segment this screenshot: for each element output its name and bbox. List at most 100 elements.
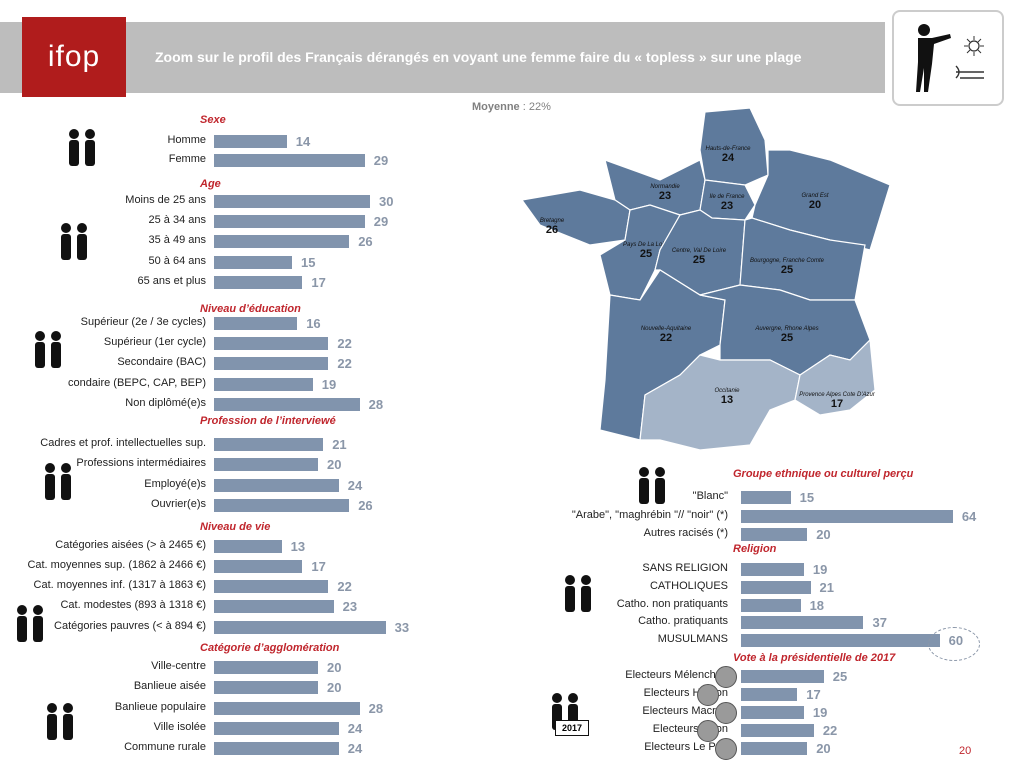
bar: [214, 398, 360, 411]
map-region: [654, 209, 746, 296]
graduates-icon: [26, 330, 70, 370]
page-title: Zoom sur le profil des Français dérangés…: [155, 49, 802, 65]
average-title: Moyenne: [472, 101, 520, 113]
money-bag-icon: [8, 604, 52, 644]
bar-value: 15: [799, 490, 815, 505]
map-region-value: 25: [640, 248, 652, 260]
bar-label: Employé(e)s: [144, 478, 206, 490]
section-title: Religion: [733, 543, 777, 555]
map-region-name: Bourgogne, Franche Comte: [750, 258, 825, 264]
topless-beach-icon: [892, 10, 1004, 106]
bar-value: 20: [816, 741, 831, 756]
bar-value: 23: [342, 599, 358, 614]
bar-label: Commune rurale: [124, 741, 206, 753]
bar-value: 29: [373, 153, 389, 168]
bar: [214, 479, 339, 492]
bar-value: 30: [379, 194, 394, 209]
map-region: [794, 338, 876, 416]
bar: [214, 256, 292, 269]
bar: [214, 722, 339, 735]
bar: [214, 580, 329, 593]
bar-value: 22: [337, 356, 352, 371]
map-region-value: 20: [809, 199, 821, 211]
bar-label: Catho. non pratiquants: [616, 598, 728, 610]
map-region: [751, 149, 891, 251]
bar: [214, 154, 365, 167]
bar: [214, 499, 350, 512]
bar-label: Catégories pauvres (< à 894 €): [54, 620, 206, 632]
bar-value: 19: [321, 377, 337, 392]
bar-label: Banlieue populaire: [114, 701, 206, 713]
bar-label: Cadres et prof. intellectuelles sup.: [40, 437, 206, 449]
map-region-name: Nouvelle-Aquitaine: [641, 326, 692, 332]
bar-value: 20: [327, 457, 342, 472]
bar: [214, 276, 303, 289]
bar-label: "Blanc": [692, 490, 728, 502]
bar: [741, 491, 791, 504]
bar-value: 17: [311, 275, 326, 290]
bar-value: 37: [872, 615, 887, 630]
bar-value: 64: [961, 509, 977, 524]
bar: [214, 438, 324, 451]
highlight-ring: [928, 627, 980, 661]
bar: [214, 215, 365, 228]
bar-value: 20: [816, 527, 831, 542]
map-region: [699, 179, 756, 221]
page-number: 20: [959, 745, 972, 757]
section-title: Age: [200, 178, 221, 190]
bar: [741, 581, 811, 594]
bar: [741, 670, 824, 683]
bar-label: "Arabe", "maghrébin "// "noir" (*): [571, 509, 728, 521]
bar-label: Catho. pratiquants: [638, 615, 728, 627]
map-region: [699, 107, 769, 186]
bar-label: Supérieur (2e / 3e cycles): [80, 316, 206, 328]
bar-value: 19: [812, 562, 828, 577]
bar-value: 24: [347, 741, 363, 756]
man-woman-icon: [60, 128, 104, 168]
bar-label: Ville-centre: [151, 660, 206, 672]
bar-value: 29: [373, 214, 389, 229]
bar: [214, 661, 318, 674]
map-region: [599, 269, 726, 441]
worker-icon: [36, 462, 80, 502]
bar: [214, 681, 318, 694]
candidate-photo: [715, 738, 737, 760]
bar: [741, 599, 801, 612]
bar-value: 22: [822, 723, 838, 738]
map-region-value: 26: [546, 224, 558, 236]
average-value: : 22%: [522, 101, 551, 113]
bar: [214, 702, 360, 715]
bar-label: Supérieur (1er cycle): [103, 336, 206, 348]
bar: [741, 616, 864, 629]
bar-label: Non diplômé(e)s: [125, 397, 206, 409]
bar: [214, 378, 313, 391]
bar-value: 20: [327, 680, 342, 695]
map-region-name: Centre, Val De Loire: [672, 248, 727, 254]
map-region-name: Auvergne, Rhone Alpes: [754, 326, 818, 332]
bar-label: 65 ans et plus: [137, 275, 207, 287]
bar-value: 16: [306, 316, 321, 331]
bar-label: Homme: [167, 134, 206, 146]
bar: [214, 742, 339, 755]
bar: [214, 458, 318, 471]
map-region-name: Pays De La Loire: [623, 242, 670, 248]
bar-label: MUSULMANS: [657, 633, 728, 645]
candidate-photo: [697, 720, 719, 742]
bar-value: 28: [368, 701, 384, 716]
bar-value: 18: [809, 598, 825, 613]
map-region: [699, 284, 871, 376]
bar-label: Autres racisés (*): [643, 527, 728, 539]
map-region-name: Grand Est: [801, 193, 828, 199]
bar: [214, 560, 303, 573]
section-title: Niveau de vie: [200, 521, 271, 533]
bar: [214, 600, 334, 613]
map-region-value: 24: [722, 152, 735, 164]
bar: [214, 337, 329, 350]
church-icon: [556, 574, 600, 614]
bar-label: Femme: [168, 153, 206, 165]
bar-label: condaire (BEPC, CAP, BEP): [68, 377, 206, 389]
bar-value: 20: [327, 660, 342, 675]
bar: [214, 540, 282, 553]
bar-value: 19: [812, 705, 828, 720]
bar-label: 50 à 64 ans: [148, 255, 207, 267]
